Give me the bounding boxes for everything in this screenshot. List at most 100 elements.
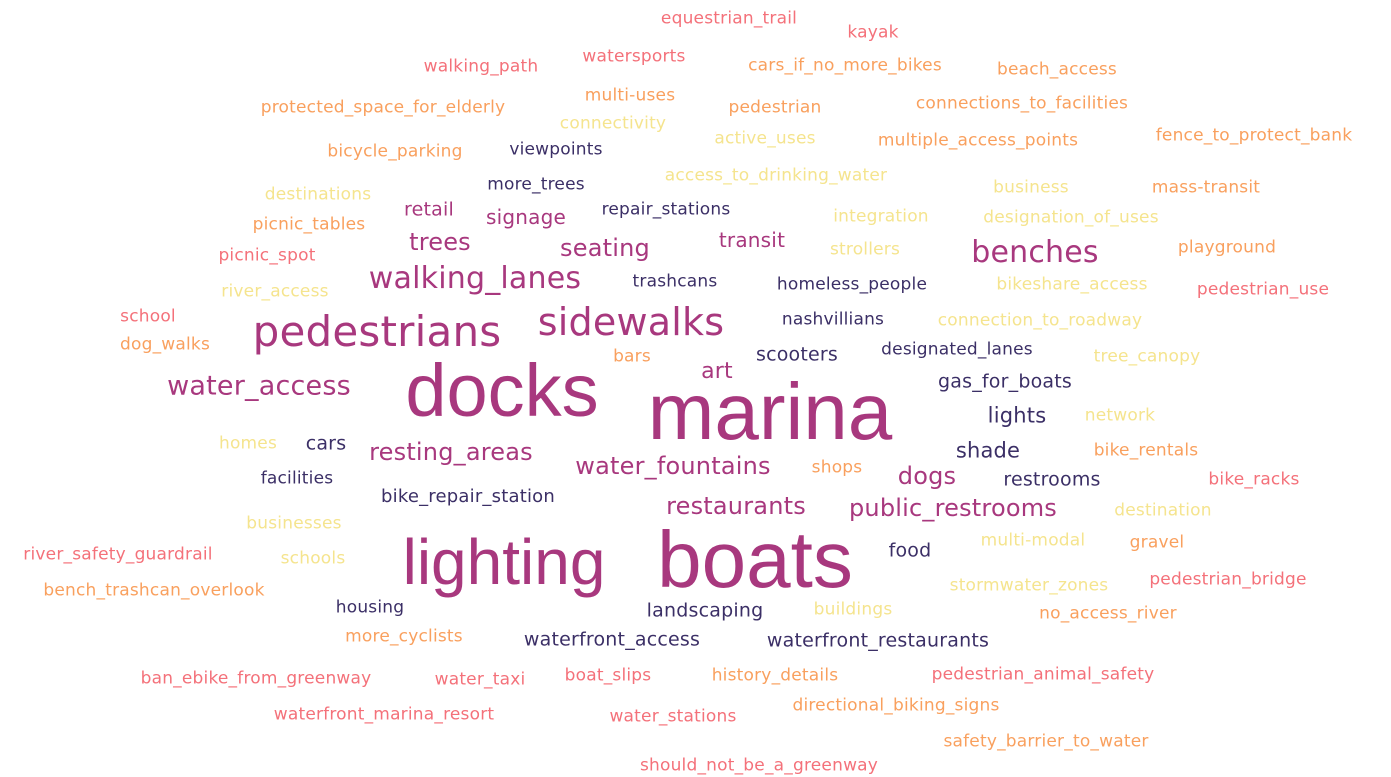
cloud-word-gravel: gravel	[1129, 532, 1185, 553]
cloud-word-docks: docks	[405, 349, 599, 432]
cloud-word-history-details: history_details	[711, 665, 839, 686]
cloud-word-pedestrian-bridge: pedestrian_bridge	[1149, 569, 1307, 590]
cloud-word-pedestrian-use: pedestrian_use	[1196, 279, 1330, 300]
cloud-word-pedestrian-animal-safety: pedestrian_animal_safety	[931, 664, 1155, 685]
cloud-word-homeless-people: homeless_people	[776, 274, 928, 295]
cloud-word-water-fountains: water_fountains	[575, 452, 771, 480]
cloud-word-destination: destination	[1114, 500, 1212, 521]
cloud-word-dog-walks: dog_walks	[119, 334, 211, 355]
cloud-word-bike-rentals: bike_rentals	[1093, 440, 1199, 461]
cloud-word-shade: shade	[955, 438, 1021, 463]
cloud-word-public-restrooms: public_restrooms	[848, 494, 1058, 522]
cloud-word-access-to-drinking-water: access_to_drinking_water	[664, 165, 888, 186]
cloud-word-boat-slips: boat_slips	[564, 665, 652, 686]
cloud-word-safety-barrier-to-water: safety_barrier_to_water	[943, 731, 1149, 752]
cloud-word-buildings: buildings	[813, 599, 893, 620]
cloud-word-dogs: dogs	[897, 462, 957, 490]
cloud-word-trashcans: trashcans	[632, 271, 718, 292]
cloud-word-directional-biking-signs: directional_biking_signs	[792, 695, 1000, 716]
cloud-word-playground: playground	[1177, 237, 1277, 258]
cloud-word-no-access-river: no_access_river	[1039, 603, 1177, 624]
cloud-word-waterfront-marina-resort: waterfront_marina_resort	[273, 704, 495, 725]
cloud-word-water-access: water_access	[167, 370, 351, 402]
cloud-word-beach-access: beach_access	[997, 59, 1117, 80]
cloud-word-bike-racks: bike_racks	[1208, 469, 1300, 490]
cloud-word-tree-canopy: tree_canopy	[1093, 346, 1201, 367]
cloud-word-designation-of-uses: designation_of_uses	[983, 207, 1159, 228]
cloud-word-river-access: river_access	[221, 281, 329, 302]
cloud-word-schools: schools	[280, 548, 346, 569]
cloud-word-cars: cars	[305, 432, 347, 455]
cloud-word-benches: benches	[971, 235, 1099, 270]
cloud-word-pedestrian: pedestrian	[728, 97, 822, 118]
cloud-word-integration: integration	[833, 206, 929, 227]
cloud-word-transit: transit	[718, 228, 786, 252]
cloud-word-boats: boats	[657, 515, 853, 604]
cloud-word-food: food	[888, 539, 932, 562]
cloud-word-repair-stations: repair_stations	[601, 199, 731, 220]
cloud-word-marina: marina	[647, 367, 893, 456]
cloud-word-stormwater-zones: stormwater_zones	[949, 575, 1109, 596]
cloud-word-bikeshare-access: bikeshare_access	[996, 274, 1148, 295]
cloud-word-school: school	[120, 306, 176, 327]
cloud-word-bars: bars	[613, 346, 651, 367]
cloud-word-fence-to-protect-bank: fence_to_protect_bank	[1155, 125, 1353, 146]
cloud-word-housing: housing	[335, 597, 405, 618]
cloud-word-art: art	[701, 359, 733, 384]
cloud-word-multi-modal: multi-modal	[980, 530, 1086, 551]
cloud-word-ban-ebike-from-greenway: ban_ebike_from_greenway	[140, 668, 372, 689]
cloud-word-water-taxi: water_taxi	[434, 669, 526, 690]
cloud-word-multi-uses: multi-uses	[584, 85, 676, 106]
cloud-word-viewpoints: viewpoints	[509, 139, 603, 160]
cloud-word-protected-space-for-elderly: protected_space_for_elderly	[260, 97, 506, 118]
cloud-word-equestrian-trail: equestrian_trail	[660, 8, 798, 29]
cloud-word-picnic-tables: picnic_tables	[252, 214, 366, 235]
cloud-word-lighting: lighting	[402, 526, 606, 598]
cloud-word-shops: shops	[811, 457, 863, 478]
cloud-word-walking-lanes: walking_lanes	[368, 261, 582, 296]
cloud-word-business: business	[993, 177, 1069, 198]
cloud-word-seating: seating	[560, 234, 650, 262]
cloud-word-multiple-access-points: multiple_access_points	[877, 130, 1079, 151]
cloud-word-sidewalks: sidewalks	[537, 300, 725, 344]
cloud-word-more-cyclists: more_cyclists	[345, 626, 463, 647]
cloud-word-pedestrians: pedestrians	[252, 307, 502, 356]
cloud-word-bench-trashcan-overlook: bench_trashcan_overlook	[43, 580, 265, 601]
cloud-word-scooters: scooters	[755, 343, 839, 366]
cloud-word-landscaping: landscaping	[646, 599, 764, 622]
cloud-word-retail: retail	[404, 198, 454, 221]
cloud-word-cars-if-no-more-bikes: cars_if_no_more_bikes	[748, 55, 942, 76]
cloud-word-walking-path: walking_path	[423, 56, 539, 77]
cloud-word-mass-transit: mass-transit	[1151, 177, 1261, 198]
cloud-word-kayak: kayak	[847, 22, 899, 43]
cloud-word-should-not-be-a-greenway: should_not_be_a_greenway	[639, 755, 879, 776]
cloud-word-restrooms: restrooms	[1003, 468, 1101, 491]
cloud-word-network: network	[1084, 405, 1156, 426]
cloud-word-nashvillians: nashvillians	[781, 309, 885, 330]
cloud-word-trees: trees	[409, 228, 471, 256]
cloud-word-gas-for-boats: gas_for_boats	[937, 370, 1073, 393]
cloud-word-active-uses: active_uses	[714, 128, 816, 149]
cloud-word-picnic-spot: picnic_spot	[218, 245, 316, 266]
cloud-word-more-trees: more_trees	[487, 174, 585, 195]
cloud-word-water-stations: water_stations	[609, 706, 737, 727]
cloud-word-businesses: businesses	[246, 513, 342, 534]
cloud-word-homes: homes	[218, 433, 278, 454]
cloud-word-connections-to-facilities: connections_to_facilities	[915, 93, 1129, 114]
cloud-word-connection-to-roadway: connection_to_roadway	[937, 310, 1143, 331]
cloud-word-connectivity: connectivity	[559, 113, 667, 134]
cloud-word-strollers: strollers	[829, 239, 901, 260]
cloud-word-river-safety-guardrail: river_safety_guardrail	[23, 544, 213, 565]
cloud-word-watersports: watersports	[582, 46, 686, 67]
cloud-word-destinations: destinations	[264, 184, 372, 205]
cloud-word-waterfront-restaurants: waterfront_restaurants	[766, 629, 990, 652]
cloud-word-facilities: facilities	[260, 468, 334, 489]
cloud-word-signage: signage	[485, 205, 567, 229]
cloud-word-designated-lanes: designated_lanes	[881, 339, 1033, 360]
cloud-word-bicycle-parking: bicycle_parking	[327, 141, 463, 162]
cloud-word-bike-repair-station: bike_repair_station	[381, 486, 555, 507]
cloud-word-restaurants: restaurants	[666, 492, 806, 520]
cloud-word-lights: lights	[987, 403, 1047, 428]
cloud-word-waterfront-access: waterfront_access	[523, 628, 701, 651]
